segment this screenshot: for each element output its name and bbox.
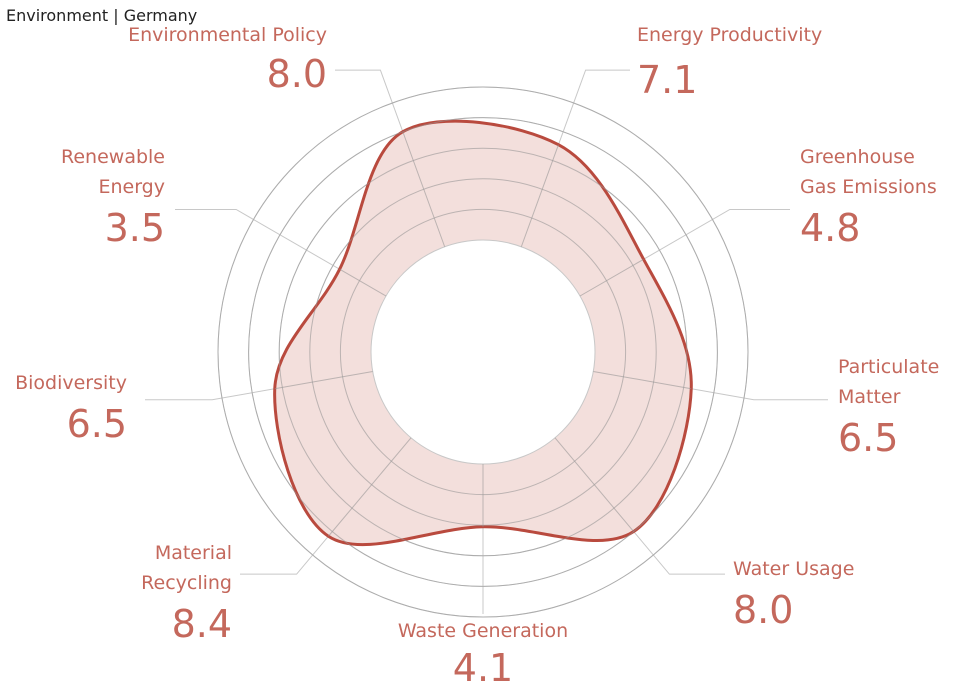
value-label: 8.4 <box>171 602 232 646</box>
axis-label: Material Recycling <box>141 542 232 594</box>
value-label: 8.0 <box>266 52 327 96</box>
axis-label: Greenhouse Gas Emissions <box>800 146 937 198</box>
value-label: 8.0 <box>733 588 794 632</box>
axis-label: Environmental Policy <box>128 24 327 46</box>
axis-label: Renewable Energy <box>61 146 165 198</box>
value-label: 4.8 <box>800 206 861 250</box>
axis-spoke <box>328 437 412 537</box>
axis-label: Waste Generation <box>397 620 569 642</box>
value-label: 7.1 <box>637 58 698 102</box>
chart-title: Environment | Germany <box>6 6 198 25</box>
axis-spoke <box>402 131 446 247</box>
axis-label: Particulate Matter <box>838 356 940 408</box>
value-label: 6.5 <box>66 402 127 446</box>
axis-spoke <box>175 209 387 297</box>
axis-spoke <box>339 268 387 297</box>
axis-label: Water Usage <box>733 558 855 580</box>
axis-spoke <box>554 437 635 532</box>
grid-ring <box>370 239 596 465</box>
value-label: 3.5 <box>104 206 165 250</box>
axis-label: Biodiversity <box>15 372 127 394</box>
grid-ring <box>217 86 749 618</box>
grid-ring <box>278 147 688 557</box>
axis-spoke <box>520 144 559 247</box>
axis-label: Energy Productivity <box>637 24 823 46</box>
axis-spoke <box>579 258 644 297</box>
grid-ring <box>248 117 718 587</box>
axis-spoke <box>274 370 373 390</box>
value-label: 4.1 <box>452 646 514 690</box>
value-label: 6.5 <box>838 416 899 460</box>
axis-spoke <box>593 370 692 390</box>
